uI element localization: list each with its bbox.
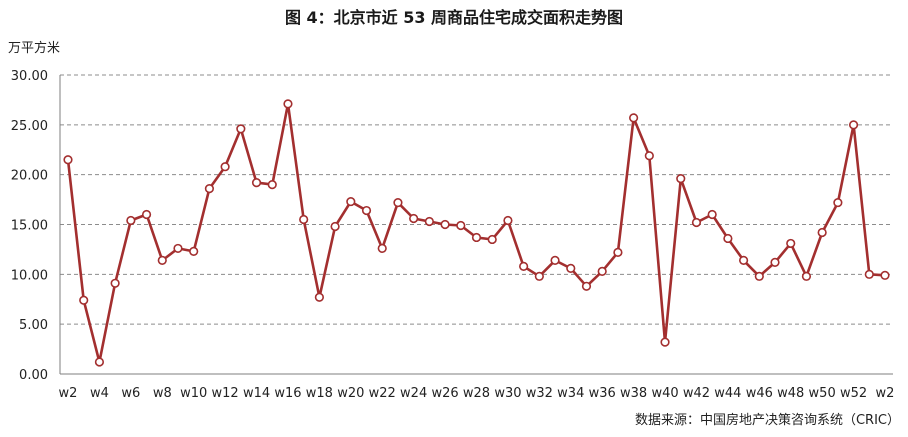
- y-tick-label: 30.00: [11, 69, 48, 84]
- y-tick-label: 15.00: [11, 219, 48, 234]
- x-tick-label: w22: [369, 386, 396, 401]
- data-point: [534, 271, 544, 281]
- x-tick-label: w52: [840, 386, 867, 401]
- data-point: [173, 243, 183, 254]
- data-point: [487, 234, 497, 245]
- data-point: [597, 266, 607, 276]
- y-tick-label: 10.00: [11, 268, 48, 283]
- data-point: [550, 255, 560, 265]
- data-point: [660, 337, 670, 347]
- y-tick-label: 5.00: [19, 318, 48, 333]
- data-point: [440, 219, 450, 230]
- x-tick-label: w32: [526, 386, 553, 401]
- data-point: [471, 232, 482, 243]
- data-source-note: 数据来源：中国房地产决策咨询系统（CRIC）: [634, 413, 900, 428]
- data-point: [629, 113, 639, 123]
- data-point: [251, 178, 262, 188]
- data-point: [299, 214, 309, 225]
- x-tick-label: w34: [557, 386, 584, 401]
- data-point: [79, 295, 89, 305]
- data-point: [833, 197, 843, 208]
- data-point: [644, 151, 654, 161]
- data-point: [330, 221, 340, 232]
- data-point: [566, 263, 576, 273]
- x-tick-label: w2: [876, 386, 895, 401]
- data-point: [754, 271, 764, 281]
- x-tick-label: w12: [212, 386, 239, 401]
- data-point: [157, 255, 167, 265]
- x-tick-label: w38: [620, 386, 647, 401]
- x-tick-label: w2: [59, 386, 78, 401]
- data-point: [283, 99, 293, 109]
- data-point: [63, 155, 73, 165]
- data-point: [456, 220, 466, 231]
- data-point: [393, 197, 403, 208]
- x-tick-label: w48: [777, 386, 804, 401]
- data-point: [377, 243, 387, 254]
- data-point: [503, 215, 513, 226]
- y-tick-label: 20.00: [11, 169, 48, 184]
- data-point: [613, 247, 623, 258]
- y-axis-unit-label: 万平方米: [8, 41, 61, 56]
- x-tick-label: w26: [431, 386, 458, 401]
- data-point: [220, 162, 230, 172]
- x-tick-label: w46: [746, 386, 773, 401]
- x-tick-label: w14: [243, 386, 270, 401]
- x-tick-label: w28: [463, 386, 490, 401]
- data-point: [361, 205, 372, 216]
- data-point: [267, 180, 277, 190]
- data-point: [707, 209, 717, 220]
- data-point: [723, 233, 733, 244]
- data-point: [424, 216, 434, 227]
- x-tick-label: w6: [121, 386, 140, 401]
- data-point: [864, 269, 874, 279]
- data-point: [880, 270, 890, 280]
- data-point: [817, 227, 827, 238]
- data-point: [848, 120, 859, 130]
- x-tick-label: w30: [494, 386, 521, 401]
- x-tick-label: w10: [180, 386, 207, 401]
- x-tick-label: w24: [400, 386, 427, 401]
- y-tick-label: 25.00: [11, 119, 48, 134]
- x-tick-label: w4: [90, 386, 109, 401]
- x-tick-label: w36: [589, 386, 616, 401]
- x-tick-label: w18: [306, 386, 333, 401]
- data-point: [141, 209, 152, 220]
- chart-title: 图 4：北京市近 53 周商品住宅成交面积走势图: [284, 8, 624, 27]
- data-point: [676, 174, 686, 184]
- data-point: [409, 213, 419, 224]
- x-tick-label: w50: [809, 386, 836, 401]
- data-point: [738, 255, 749, 265]
- data-point: [94, 357, 105, 367]
- data-point: [314, 292, 324, 302]
- x-tick-label: w42: [683, 386, 710, 401]
- y-tick-label: 0.00: [19, 368, 48, 383]
- x-tick-label: w20: [337, 386, 364, 401]
- x-tick-label: w8: [153, 386, 172, 401]
- data-point: [786, 238, 796, 249]
- data-point: [189, 246, 199, 257]
- data-point: [236, 124, 246, 134]
- data-point: [126, 215, 136, 226]
- data-point: [204, 184, 215, 194]
- x-tick-label: w44: [714, 386, 741, 401]
- data-point: [770, 257, 780, 267]
- data-point: [691, 217, 702, 228]
- x-tick-label: w40: [651, 386, 678, 401]
- data-point: [346, 196, 356, 207]
- data-point: [801, 271, 812, 281]
- data-point: [581, 281, 592, 291]
- x-tick-label: w16: [274, 386, 301, 401]
- data-point: [519, 261, 529, 271]
- data-point: [110, 278, 120, 288]
